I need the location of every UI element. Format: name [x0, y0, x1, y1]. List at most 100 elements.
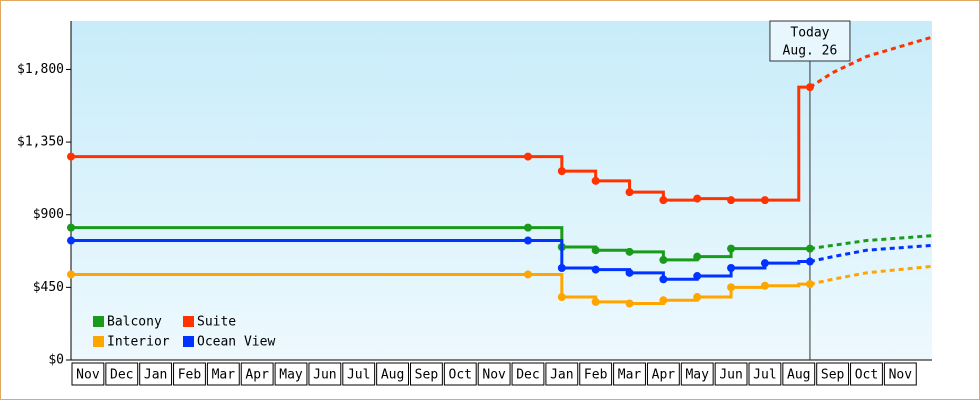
x-tick-label: Feb [178, 368, 202, 383]
x-tick-box [342, 362, 376, 386]
price-point [591, 265, 600, 274]
legend-swatch [93, 336, 104, 347]
price-point [693, 293, 702, 302]
price-point [727, 244, 736, 253]
x-tick-box [680, 362, 714, 386]
price-point [727, 283, 736, 292]
x-tick-label: Jul [753, 368, 776, 383]
x-tick-box [545, 362, 579, 386]
price-point [557, 263, 566, 272]
x-tick-box [883, 362, 917, 386]
x-tick-box [71, 362, 105, 386]
x-tick-label: Sep [415, 368, 439, 383]
price-point [67, 152, 75, 161]
x-tick-box [748, 362, 782, 386]
x-tick-label: Dec [516, 368, 539, 383]
today-label: Today [790, 26, 829, 41]
forecast-line [809, 35, 933, 89]
x-tick-label: Jan [144, 368, 167, 383]
x-tick-label: Mar [212, 368, 236, 383]
x-tick-box [816, 362, 850, 386]
price-point [760, 281, 769, 290]
price-point [727, 196, 736, 205]
x-tick-label: Jul [347, 368, 370, 383]
price-point [523, 236, 532, 245]
price-point [67, 270, 75, 279]
price-point [625, 188, 634, 197]
x-tick-box [274, 362, 308, 386]
price-point [693, 252, 702, 261]
price-point [523, 223, 532, 232]
legend-swatch [183, 336, 194, 347]
price-point [591, 176, 600, 185]
x-tick-label: Sep [821, 368, 845, 383]
x-tick-box [240, 362, 274, 386]
price-point [523, 152, 532, 161]
x-tick-label: Jun [719, 368, 742, 383]
y-tick-label: $1,350 [17, 135, 64, 150]
price-point [591, 246, 600, 255]
price-point [760, 196, 769, 205]
today-box [769, 20, 851, 62]
price-point [693, 194, 702, 203]
price-point [625, 299, 634, 308]
legend-label: Interior [107, 335, 170, 350]
today-label: Aug. 26 [783, 44, 838, 59]
y-tick-label: $900 [33, 207, 64, 222]
x-tick-box [173, 362, 206, 386]
price-point [523, 270, 532, 279]
price-point [659, 255, 668, 264]
x-tick-box [308, 362, 342, 386]
price-point [67, 236, 75, 245]
forecast-line [809, 243, 933, 263]
x-tick-box [139, 362, 173, 386]
x-tick-box [579, 362, 613, 386]
x-tick-label: May [685, 368, 709, 383]
x-tick-label: Feb [584, 368, 608, 383]
price-point [693, 272, 702, 281]
x-tick-label: Apr [652, 368, 676, 383]
price-point [557, 167, 566, 176]
y-tick-label: $450 [33, 280, 64, 295]
x-tick-label: May [279, 368, 303, 383]
y-tick-label: $0 [48, 353, 64, 368]
x-tick-label: Oct [855, 368, 878, 383]
legend-swatch [93, 316, 104, 327]
x-tick-label: Oct [449, 368, 472, 383]
x-tick-box [410, 362, 443, 386]
x-tick-label: Jun [313, 368, 336, 383]
price-point [625, 268, 634, 277]
plot-background [71, 21, 932, 360]
price-point [659, 296, 668, 305]
x-tick-label: Apr [245, 368, 269, 383]
x-tick-box [714, 362, 748, 386]
x-tick-label: Nov [482, 368, 506, 383]
x-tick-box [376, 362, 409, 386]
x-tick-box [105, 362, 139, 386]
price-point [591, 297, 600, 306]
price-point [727, 263, 736, 272]
x-tick-box [477, 362, 511, 386]
x-tick-label: Aug [381, 368, 404, 383]
price-point [659, 196, 668, 205]
price-point [67, 223, 75, 232]
x-tick-label: Mar [618, 368, 642, 383]
price-point [625, 247, 634, 256]
y-tick-label: $1,800 [17, 62, 64, 77]
legend-label: Ocean View [197, 335, 275, 350]
x-tick-label: Dec [110, 368, 133, 383]
x-tick-box [782, 362, 816, 386]
x-tick-label: Nov [889, 368, 913, 383]
forecast-line [809, 234, 933, 251]
price-point [760, 259, 769, 268]
x-tick-box [443, 362, 477, 386]
x-tick-box [646, 362, 680, 386]
forecast-line [809, 264, 933, 286]
x-tick-label: Aug [787, 368, 810, 383]
x-tick-label: Nov [76, 368, 100, 383]
price-point [659, 275, 668, 284]
price-point [557, 293, 566, 302]
legend-label: Suite [197, 315, 236, 330]
